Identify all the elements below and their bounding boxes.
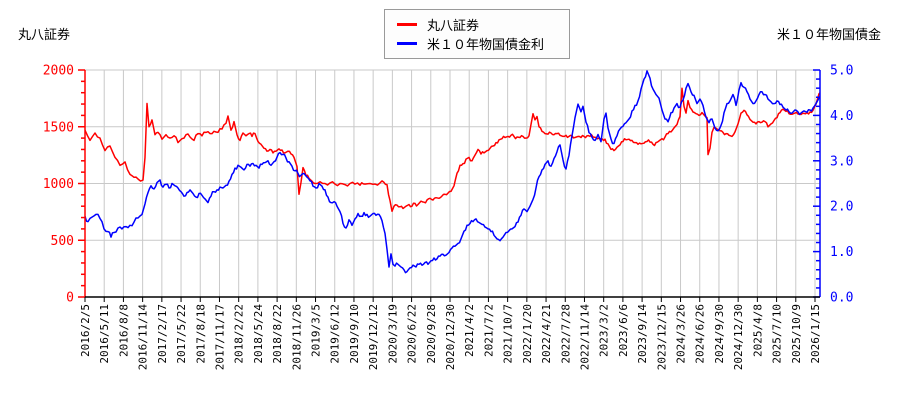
x-axis-date-label: 2017/11/17 xyxy=(213,304,226,370)
legend-box: 丸八証券 米１０年物国債金利 xyxy=(384,9,570,59)
legend-label-maruhachi: 丸八証券 xyxy=(427,19,480,34)
x-axis-date-label: 2018/8/22 xyxy=(271,304,284,364)
x-axis-date-label: 2019/9/10 xyxy=(348,304,361,364)
x-axis-date-label: 2018/5/24 xyxy=(252,304,265,364)
x-axis-date-label: 2024/12/30 xyxy=(732,304,745,370)
x-axis-date-label: 2021/4/2 xyxy=(463,304,476,357)
x-axis-date-label: 2019/3/5 xyxy=(310,304,323,357)
blue-line-swatch xyxy=(397,42,417,45)
right-axis-tick-label: 0.0 xyxy=(830,291,853,306)
x-axis-date-label: 2016/11/14 xyxy=(137,304,150,371)
x-axis-date-label: 2020/9/28 xyxy=(425,304,438,364)
legend-item-us10y: 米１０年物国債金利 xyxy=(397,34,569,53)
right-axis-tick-label: 1.0 xyxy=(830,245,853,260)
x-axis-date-label: 2024/9/30 xyxy=(713,304,726,364)
left-axis-tick-label: 500 xyxy=(51,234,74,249)
left-axis-tick-label: 1500 xyxy=(43,120,74,135)
x-axis-date-label: 2017/5/22 xyxy=(175,304,188,364)
red-series-line xyxy=(85,87,820,213)
left-axis xyxy=(78,69,86,298)
right-axis-tick-label: 5.0 xyxy=(830,64,853,79)
x-axis-date-label: 2022/4/21 xyxy=(540,304,553,364)
right-axis-tick-label: 2.0 xyxy=(830,200,853,215)
blue-series-line xyxy=(85,70,820,274)
x-axis-date-label: 2018/2/22 xyxy=(233,304,246,364)
x-axis-date-label: 2021/7/2 xyxy=(482,304,495,357)
x-axis-date-label: 2017/8/18 xyxy=(194,304,207,364)
x-axis-date-label: 2023/3/2 xyxy=(598,304,611,357)
x-axis-date-label: 2024/6/26 xyxy=(694,304,707,364)
x-axis-date-label: 2022/7/28 xyxy=(559,304,572,364)
right-axis-tick-label: 4.0 xyxy=(830,109,853,124)
x-axis-date-label: 2017/2/17 xyxy=(156,304,169,364)
legend-label-us10y: 米１０年物国債金利 xyxy=(427,38,545,53)
x-axis-date-label: 2016/5/11 xyxy=(98,304,111,364)
x-axis-date-label: 2022/1/20 xyxy=(521,304,534,364)
x-axis-date-label: 2023/6/6 xyxy=(617,304,630,357)
x-axis-date-label: 2020/3/19 xyxy=(386,304,399,364)
x-axis-date-label: 2018/11/26 xyxy=(290,304,303,370)
right-axis-title: 米１０年物国債金 xyxy=(776,28,881,43)
legend-item-maruhachi: 丸八証券 xyxy=(397,15,569,34)
x-axis-date-label: 2019/6/12 xyxy=(329,304,342,364)
red-line-swatch xyxy=(397,23,417,26)
right-axis-tick-label: 3.0 xyxy=(830,154,853,169)
x-axis-date-label: 2026/1/15 xyxy=(809,304,822,364)
bottom-axis xyxy=(84,296,820,302)
x-axis-date-label: 2025/10/9 xyxy=(790,304,803,364)
x-axis-date-label: 2019/12/12 xyxy=(367,304,380,370)
x-axis-date-label: 2025/7/10 xyxy=(771,304,784,364)
grid-lines xyxy=(85,69,820,297)
left-axis-title: 丸八証券 xyxy=(18,28,71,43)
x-axis-date-label: 2020/12/30 xyxy=(444,304,457,370)
x-axis-date-label: 2024/3/26 xyxy=(675,304,688,364)
x-axis-date-label: 2023/12/15 xyxy=(655,304,668,370)
x-axis-date-label: 2025/4/8 xyxy=(751,304,764,357)
left-axis-tick-label: 1000 xyxy=(43,177,74,192)
left-axis-tick-label: 0 xyxy=(66,291,74,306)
x-axis-date-label: 2020/6/22 xyxy=(406,304,419,364)
x-axis-date-label: 2021/10/7 xyxy=(502,304,515,364)
x-axis-date-label: 2022/11/14 xyxy=(578,304,591,371)
x-axis-date-label: 2023/9/14 xyxy=(636,304,649,364)
x-axis-date-label: 2016/2/5 xyxy=(79,304,92,357)
x-axis-date-label: 2016/8/8 xyxy=(117,304,130,357)
left-axis-tick-label: 2000 xyxy=(43,64,74,79)
